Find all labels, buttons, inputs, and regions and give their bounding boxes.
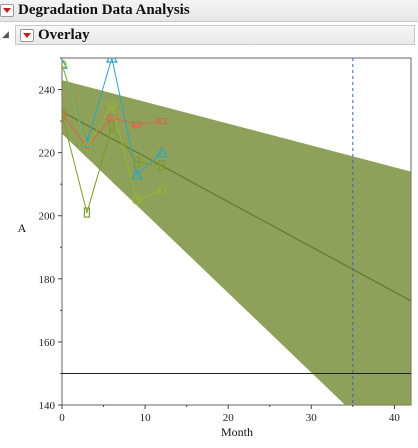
report-title: Degradation Data Analysis — [18, 2, 190, 18]
data-point-circle — [82, 141, 92, 151]
red-triangle-menu-icon — [3, 8, 11, 13]
red-triangle-menu-icon — [23, 32, 31, 38]
x-axis-label: Month — [221, 425, 253, 439]
x-tick-label: 20 — [223, 412, 235, 424]
overlay-header: ◢ Overlay — [0, 24, 418, 46]
data-point-circle — [62, 59, 67, 69]
x-tick-label: 0 — [59, 412, 65, 424]
x-tick-label: 10 — [140, 412, 152, 424]
data-point-rectangle — [158, 160, 165, 171]
data-point-square — [157, 117, 167, 125]
x-tick-label: 30 — [306, 412, 318, 424]
data-point-circle — [132, 195, 142, 205]
x-tick-label: 40 — [389, 412, 401, 424]
data-point-rectangle — [62, 109, 66, 120]
y-tick-label: 140 — [39, 400, 56, 412]
data-point-square — [62, 111, 67, 118]
report-menu-button[interactable] — [0, 4, 14, 17]
data-point-circle — [107, 100, 117, 110]
data-point-triangle — [130, 168, 143, 180]
y-axis-label: A — [18, 221, 27, 235]
y-tick-label: 180 — [39, 274, 56, 286]
data-point-square — [132, 121, 142, 128]
overlay-menu-button[interactable] — [20, 28, 34, 42]
series-line-circle — [62, 64, 162, 201]
data-point-rectangle — [108, 122, 115, 133]
overlay-chart: 140 160 180 200 220 240 0 10 20 30 40 Month A — [18, 57, 412, 439]
data-point-square — [107, 114, 117, 122]
y-tick-label: 220 — [39, 148, 56, 160]
data-point-rectangle — [133, 156, 140, 168]
data-point-triangle — [105, 58, 118, 63]
y-tick-label: 160 — [39, 337, 56, 349]
data-point-rectangle — [83, 207, 91, 218]
data-point-triangle — [155, 146, 168, 158]
series-line-square — [62, 114, 162, 148]
data-point-circle — [157, 185, 167, 196]
triangle-down-open-icon[interactable]: ◢ — [2, 30, 9, 40]
confidence-band — [62, 80, 411, 405]
axes: 140 160 180 200 220 240 0 10 20 30 40 — [39, 57, 401, 424]
data-point-triangle — [62, 58, 69, 69]
y-tick-label: 200 — [39, 211, 56, 223]
y-tick-label: 240 — [39, 85, 56, 97]
plot-area — [62, 58, 411, 405]
overlay-outline-box: Overlay — [15, 25, 415, 45]
series-line-rectangle — [62, 114, 162, 215]
overlay-title: Overlay — [38, 26, 90, 43]
report-header: Degradation Data Analysis — [0, 0, 418, 22]
series-line-triangle — [62, 58, 163, 176]
